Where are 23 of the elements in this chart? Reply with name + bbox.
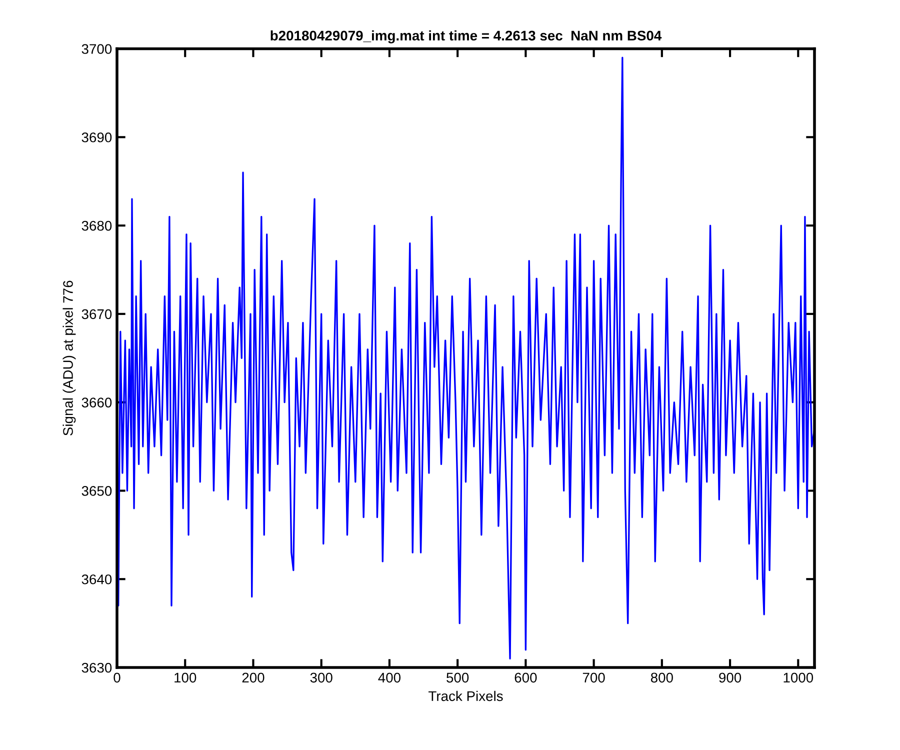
x-tick-label: 600 xyxy=(514,672,537,683)
y-tick-label: 3660 xyxy=(82,398,112,408)
y-tick-label: 3680 xyxy=(82,220,112,231)
x-tick-label: 900 xyxy=(719,672,742,683)
x-tick-label: 400 xyxy=(378,672,401,683)
x-tick-label: 100 xyxy=(174,672,196,683)
y-tick-label: 3650 xyxy=(82,486,112,496)
y-tick-label: 3700 xyxy=(82,44,112,54)
x-tick-label: 200 xyxy=(242,672,264,683)
chart-title: b20180429079_img.mat int time = 4.2613 sec NaN nm BS04 xyxy=(270,30,662,44)
y-tick-label: 3690 xyxy=(82,132,112,142)
x-tick-label: 500 xyxy=(446,672,469,683)
x-axis-title: Track Pixels xyxy=(428,690,503,702)
x-tick-label: 800 xyxy=(650,672,673,683)
x-tick-label: 1000 xyxy=(784,672,814,683)
y-tick-label: 3630 xyxy=(82,662,112,673)
x-tick-label: 700 xyxy=(582,672,605,683)
x-tick-label: 0 xyxy=(114,672,120,683)
y-axis-title: Signal (ADU) at pixel 776 xyxy=(62,280,76,436)
y-tick-label: 3670 xyxy=(82,309,112,320)
y-tick-label: 3640 xyxy=(82,574,112,584)
line-series xyxy=(117,56,814,660)
x-tick-label: 300 xyxy=(310,672,332,683)
